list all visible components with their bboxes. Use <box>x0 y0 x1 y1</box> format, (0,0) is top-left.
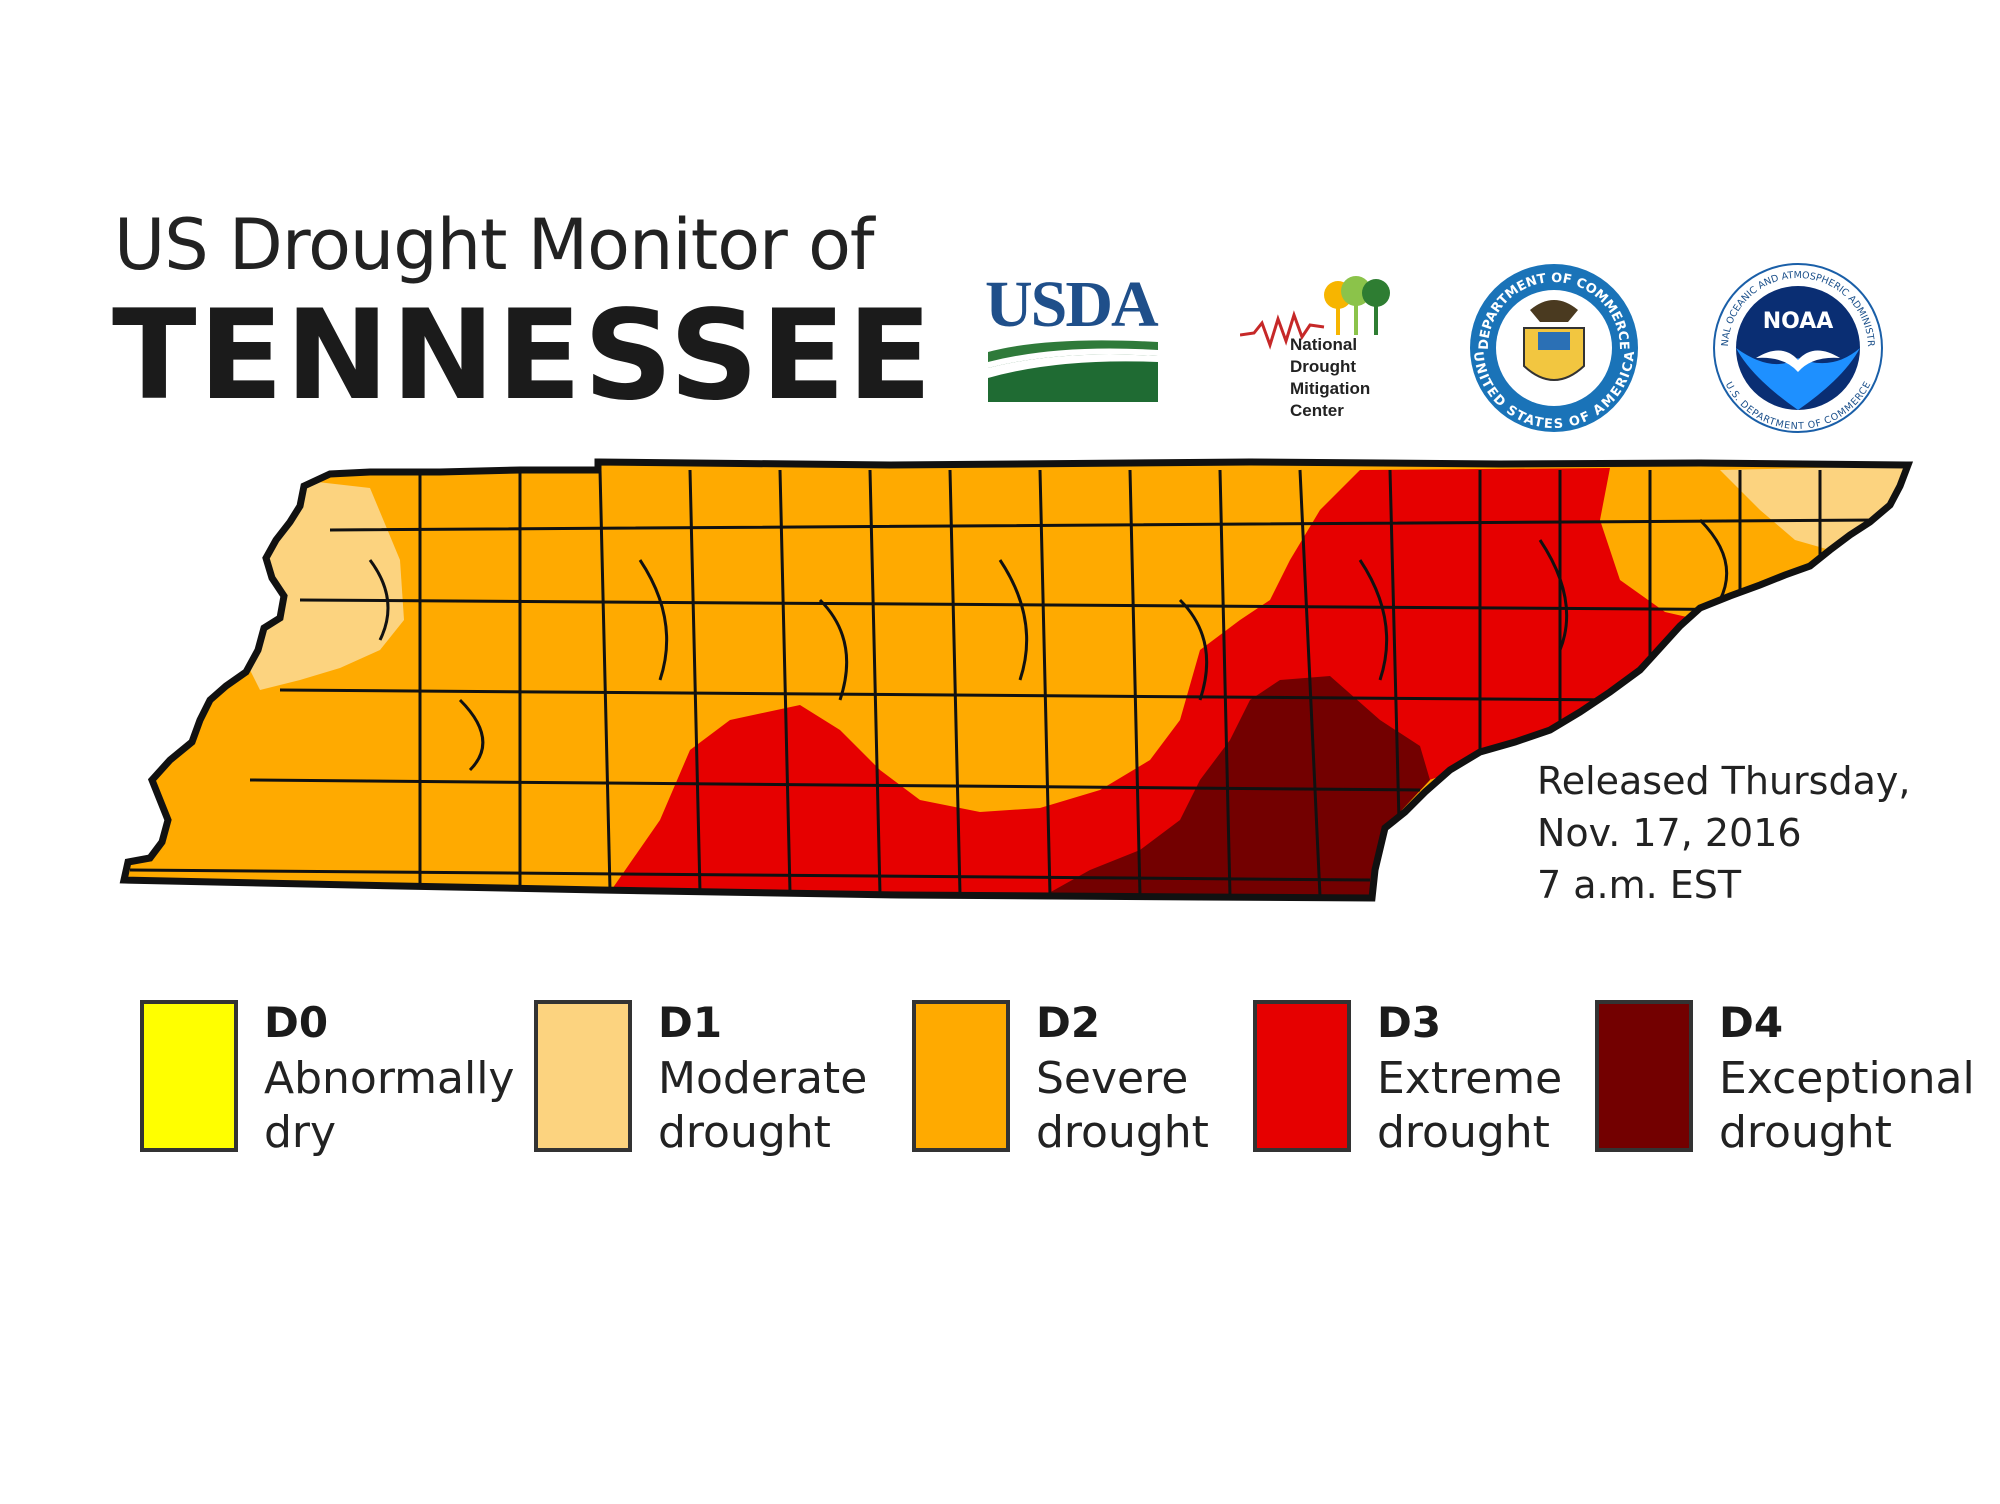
county-lines <box>129 469 1881 897</box>
legend-description: Severe drought <box>1036 1053 1209 1158</box>
commerce-seal-icon: DEPARTMENT OF COMMERCE UNITED STATES OF … <box>1470 264 1638 432</box>
title-line-1: US Drought Monitor of <box>114 204 875 286</box>
legend-swatch-d4 <box>1595 1000 1693 1152</box>
legend-description: Extreme drought <box>1377 1053 1563 1158</box>
legend-code: D3 <box>1377 998 1442 1047</box>
legend-code: D2 <box>1036 998 1101 1047</box>
legend-code: D1 <box>658 998 723 1047</box>
ndmc-logo-icon <box>1240 276 1390 350</box>
usda-logo-icon <box>988 340 1158 402</box>
noaa-seal-icon: NATIONAL OCEANIC AND ATMOSPHERIC ADMINIS… <box>1712 262 1883 433</box>
usda-logo-text: USDA <box>985 268 1159 341</box>
legend-code: D4 <box>1719 998 1784 1047</box>
legend-description: Exceptional drought <box>1719 1053 1975 1158</box>
region-d3 <box>610 468 1700 898</box>
legend-swatch-d2 <box>912 1000 1010 1152</box>
tennessee-drought-map <box>0 0 2000 1000</box>
legend-description: Abnormally dry <box>264 1053 515 1158</box>
release-date: Released Thursday, Nov. 17, 2016 7 a.m. … <box>1537 759 1911 907</box>
legend-swatch-d3 <box>1253 1000 1351 1152</box>
title-state-name: TENNESSEE <box>112 284 935 428</box>
legend-description: Moderate drought <box>658 1053 868 1158</box>
legend-swatch-d1 <box>534 1000 632 1152</box>
legend-code: D0 <box>264 998 329 1047</box>
svg-text:NOAA: NOAA <box>1763 309 1834 334</box>
legend-swatch-d0 <box>140 1000 238 1152</box>
ndmc-logo-text: National Drought Mitigation Center <box>1290 335 1371 420</box>
